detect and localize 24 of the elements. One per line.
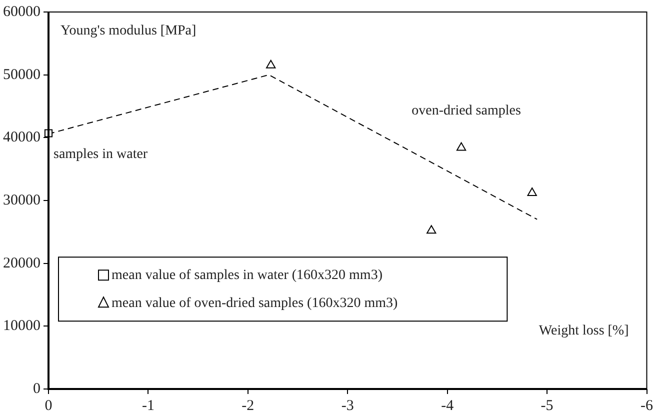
point [426, 225, 436, 234]
x-tick-label: -1 [142, 398, 154, 414]
x-axis-title: Weight loss [%] [538, 324, 629, 339]
legend-label: mean value of samples in water (160x320 mm3) [112, 268, 383, 283]
point [456, 142, 466, 151]
y-tick-label: 0 [33, 380, 40, 397]
annotation: samples in water [54, 146, 148, 162]
annotation: oven-dried samples [412, 103, 521, 118]
x-tick-label: -2 [242, 398, 254, 414]
point [527, 187, 537, 196]
y-tick-label: 40000 [3, 130, 40, 146]
y-tick-label: 30000 [3, 192, 40, 208]
x-tick-label: 0 [44, 398, 52, 414]
x-tick-label: -6 [640, 398, 654, 414]
legend-label: mean value of oven-dried samples (160x320 mm3) [112, 296, 398, 311]
x-tick-label: -4 [441, 398, 454, 414]
x-tick-label: -5 [540, 398, 554, 414]
point [266, 60, 276, 68]
y-tick-label: 60000 [3, 4, 40, 20]
y-tick-label: 20000 [3, 255, 40, 272]
y-axis-title: Young's modulus [MPa] [60, 24, 196, 39]
y-tick-label: 50000 [3, 66, 40, 83]
y-tick-label: 10000 [3, 318, 40, 334]
x-tick-label: -3 [341, 398, 354, 414]
